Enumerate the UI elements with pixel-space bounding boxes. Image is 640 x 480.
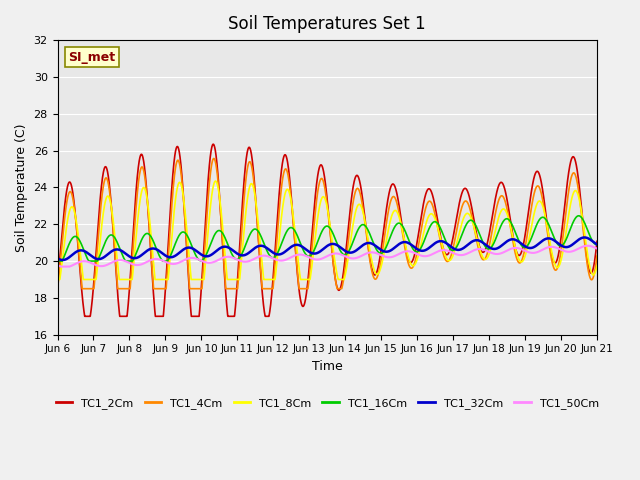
TC1_8Cm [147, 232, 155, 238]
TC1_50Cm [58, 264, 65, 269]
Title: Soil Temperatures Set 1: Soil Temperatures Set 1 [228, 15, 426, 33]
TC1_50Cm [54, 262, 61, 268]
Line: TC1_32Cm: TC1_32Cm [58, 238, 597, 260]
TC1_32Cm [583, 235, 591, 240]
X-axis label: Time: Time [312, 360, 342, 373]
TC1_16Cm [54, 258, 61, 264]
TC1_16Cm [524, 241, 532, 247]
TC1_50Cm [582, 243, 590, 249]
TC1_50Cm [260, 253, 268, 259]
TC1_2Cm [261, 312, 269, 317]
TC1_32Cm [284, 247, 292, 252]
TC1_8Cm [284, 187, 292, 192]
TC1_4Cm [260, 286, 268, 291]
TC1_16Cm [575, 213, 582, 219]
Text: SI_met: SI_met [68, 51, 115, 64]
TC1_50Cm [115, 257, 123, 263]
Legend: TC1_2Cm, TC1_4Cm, TC1_8Cm, TC1_16Cm, TC1_32Cm, TC1_50Cm: TC1_2Cm, TC1_4Cm, TC1_8Cm, TC1_16Cm, TC1… [51, 393, 604, 413]
TC1_2Cm [583, 254, 591, 260]
TC1_4Cm [54, 286, 61, 291]
Line: TC1_8Cm: TC1_8Cm [58, 181, 597, 279]
TC1_16Cm [115, 244, 123, 250]
TC1_2Cm [525, 208, 532, 214]
TC1_32Cm [147, 246, 155, 252]
TC1_8Cm [525, 240, 532, 245]
TC1_2Cm [81, 313, 89, 319]
TC1_2Cm [593, 239, 601, 244]
TC1_8Cm [582, 245, 590, 251]
TC1_50Cm [584, 243, 591, 249]
TC1_8Cm [593, 263, 601, 269]
TC1_16Cm [582, 225, 590, 230]
TC1_16Cm [260, 242, 268, 248]
Line: TC1_2Cm: TC1_2Cm [58, 144, 597, 316]
TC1_4Cm [593, 253, 601, 259]
TC1_4Cm [284, 172, 292, 178]
Line: TC1_16Cm: TC1_16Cm [58, 216, 597, 261]
TC1_4Cm [210, 156, 218, 161]
Line: TC1_4Cm: TC1_4Cm [58, 158, 597, 288]
TC1_16Cm [284, 227, 292, 233]
TC1_2Cm [284, 163, 292, 169]
TC1_4Cm [525, 224, 532, 230]
TC1_50Cm [284, 256, 292, 262]
TC1_4Cm [147, 250, 155, 255]
TC1_32Cm [59, 257, 67, 263]
TC1_16Cm [147, 234, 155, 240]
TC1_2Cm [115, 309, 123, 314]
TC1_8Cm [212, 178, 220, 184]
TC1_32Cm [54, 255, 61, 261]
TC1_32Cm [593, 241, 601, 247]
Y-axis label: Soil Temperature (C): Soil Temperature (C) [15, 123, 28, 252]
TC1_32Cm [115, 247, 123, 252]
TC1_32Cm [580, 235, 588, 240]
TC1_2Cm [54, 280, 61, 286]
TC1_50Cm [593, 246, 601, 252]
TC1_32Cm [260, 244, 268, 250]
TC1_50Cm [147, 257, 155, 263]
TC1_2Cm [209, 141, 217, 147]
TC1_4Cm [115, 286, 123, 291]
TC1_8Cm [115, 276, 123, 282]
TC1_2Cm [147, 257, 155, 263]
TC1_4Cm [582, 257, 590, 263]
TC1_8Cm [54, 276, 61, 282]
TC1_32Cm [525, 245, 532, 251]
TC1_16Cm [593, 241, 601, 247]
TC1_8Cm [260, 276, 268, 282]
TC1_50Cm [525, 249, 532, 255]
Line: TC1_50Cm: TC1_50Cm [58, 246, 597, 266]
